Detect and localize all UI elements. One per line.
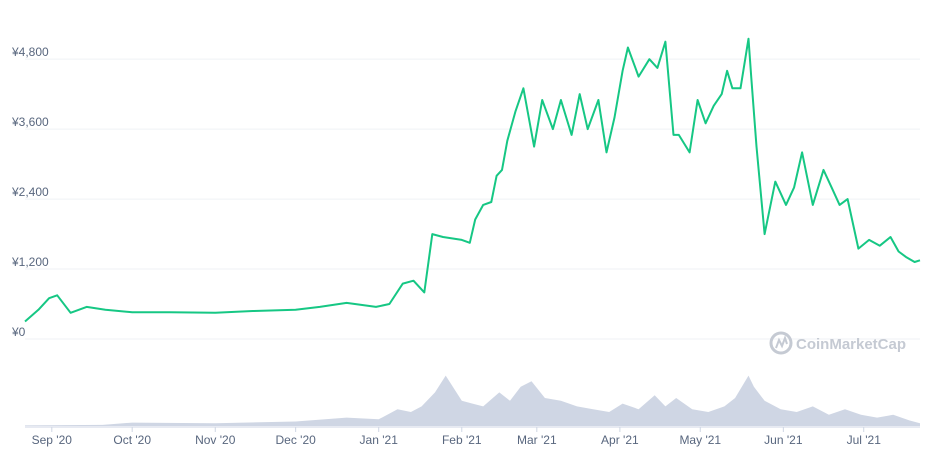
y-tick-label: ¥3,600 (11, 115, 49, 129)
x-tick-label: Apr '21 (601, 433, 639, 447)
x-tick-label: Jul '21 (847, 433, 882, 447)
y-tick-label: ¥0 (11, 325, 26, 339)
x-axis-ticks: Sep '20 Oct '20 Nov '20 Dec '20 Jan '21 Feb '… (32, 427, 882, 447)
x-tick-label: Oct '20 (113, 433, 151, 447)
x-tick-label: May '21 (679, 433, 721, 447)
x-tick-label: Nov '20 (195, 433, 236, 447)
x-tick-label: Feb '21 (442, 433, 482, 447)
coinmarketcap-watermark: CoinMarketCap (769, 331, 906, 355)
gridlines (25, 58, 920, 340)
y-tick-label: ¥4,800 (11, 45, 49, 59)
y-tick-label: ¥1,200 (11, 255, 49, 269)
x-tick-label: Mar '21 (517, 433, 557, 447)
watermark-text: CoinMarketCap (796, 336, 906, 353)
x-tick-label: Sep '20 (32, 433, 73, 447)
x-tick-label: Jun '21 (764, 433, 803, 447)
x-tick-label: Dec '20 (275, 433, 316, 447)
volume-area (25, 375, 920, 426)
x-tick-label: Jan '21 (360, 433, 399, 447)
price-line (24, 37, 921, 323)
y-axis-ticks: ¥0 ¥1,200 ¥2,400 ¥3,600 ¥4,800 (11, 45, 49, 339)
y-tick-label: ¥2,400 (11, 185, 49, 199)
coinmarketcap-logo-icon (769, 331, 793, 355)
